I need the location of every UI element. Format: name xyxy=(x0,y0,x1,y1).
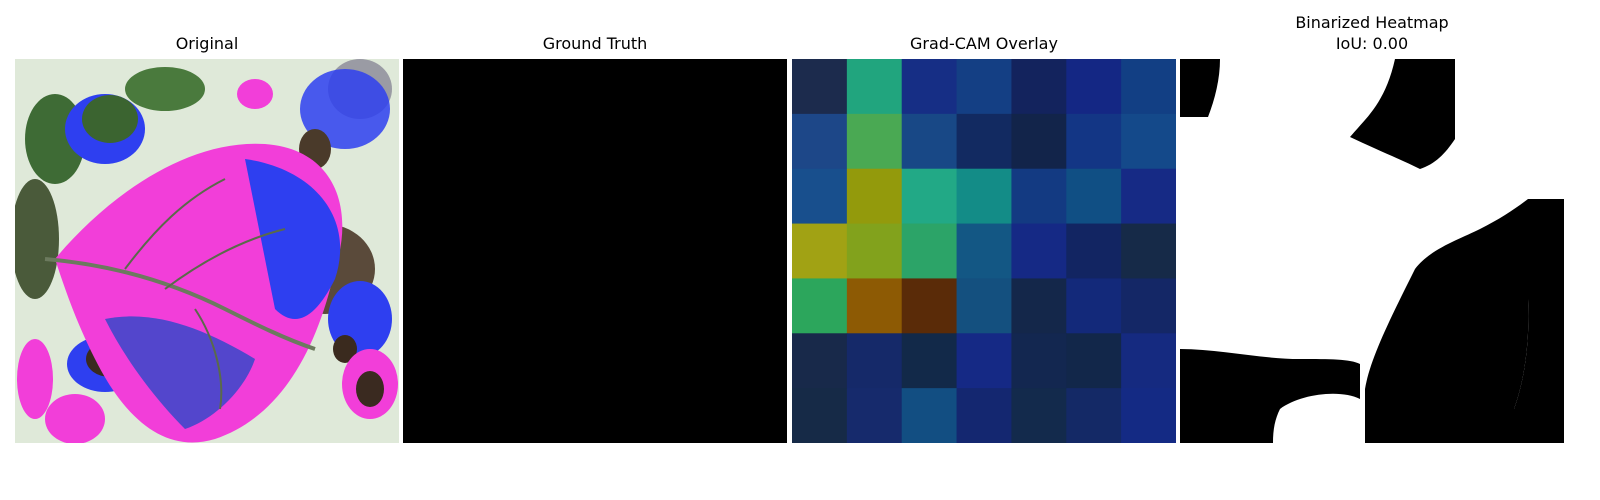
heatmap-cell xyxy=(901,223,958,279)
heatmap-cell xyxy=(1066,223,1122,279)
heatmap-cell xyxy=(1121,168,1176,225)
heatmap-cell xyxy=(901,388,958,443)
panel-original: Original xyxy=(15,0,399,500)
heatmap-cell xyxy=(846,113,903,170)
heatmap-cell xyxy=(846,59,903,115)
heatmap-cell xyxy=(1011,333,1067,389)
heatmap-cell xyxy=(1066,278,1122,334)
heatmap-cell xyxy=(956,59,1012,115)
heatmap-cell xyxy=(846,333,903,389)
heatmap-cell xyxy=(1011,223,1067,279)
heatmap-cell xyxy=(846,223,903,279)
original-image xyxy=(15,59,399,443)
heatmap-cell xyxy=(1011,59,1067,115)
iou-label: IoU: 0.00 xyxy=(1335,34,1409,53)
gradcam-heatmap xyxy=(792,59,1176,443)
heatmap-cell xyxy=(901,333,958,389)
heatmap-cell xyxy=(1011,113,1067,170)
heatmap-cell xyxy=(956,113,1012,170)
heatmap-cell xyxy=(901,278,958,334)
heatmap-cell xyxy=(1121,333,1176,389)
heatmap-cell xyxy=(792,113,848,170)
heatmap-cell xyxy=(1011,168,1067,225)
heatmap-cell xyxy=(1066,113,1122,170)
heatmap-cell xyxy=(792,168,848,225)
heatmap-cell xyxy=(1121,59,1176,115)
panel-title: Original xyxy=(175,34,239,53)
heatmap-cell xyxy=(1011,278,1067,334)
heatmap-cell xyxy=(792,333,848,389)
heatmap-cell xyxy=(1121,278,1176,334)
heatmap-cell xyxy=(1066,168,1122,225)
heatmap-cell xyxy=(846,168,903,225)
panel-ground-truth: Ground Truth xyxy=(403,0,787,500)
heatmap-cell xyxy=(956,333,1012,389)
heatmap-cell xyxy=(1121,388,1176,443)
heatmap-cell xyxy=(792,278,848,334)
heatmap-cell xyxy=(956,168,1012,225)
heatmap-cell xyxy=(1121,113,1176,170)
heatmap-cell xyxy=(901,113,958,170)
panel-gradcam: Grad-CAM Overlay xyxy=(792,0,1176,500)
heatmap-cell xyxy=(956,278,1012,334)
panel-title: Ground Truth xyxy=(542,34,648,53)
heatmap-cell xyxy=(956,223,1012,279)
heatmap-cell xyxy=(792,388,848,443)
panel-title: Binarized Heatmap xyxy=(1295,13,1449,32)
heatmap-cell xyxy=(1066,333,1122,389)
heatmap-cell xyxy=(1066,59,1122,115)
panel-binarized: Binarized Heatmap IoU: 0.00 xyxy=(1180,0,1564,500)
heatmap-cell xyxy=(1121,223,1176,279)
panel-title: Grad-CAM Overlay xyxy=(910,34,1058,53)
heatmap-cell xyxy=(1066,388,1122,443)
heatmap-cell xyxy=(792,223,848,279)
heatmap-cell xyxy=(1011,388,1067,443)
heatmap-cell xyxy=(792,59,848,115)
heatmap-cell xyxy=(956,388,1012,443)
heatmap-cell xyxy=(901,59,958,115)
ground-truth-mask xyxy=(403,59,787,443)
heatmap-cell xyxy=(846,278,903,334)
heatmap-cell xyxy=(901,168,958,225)
binarized-mask xyxy=(1180,59,1564,443)
heatmap-cell xyxy=(846,388,903,443)
